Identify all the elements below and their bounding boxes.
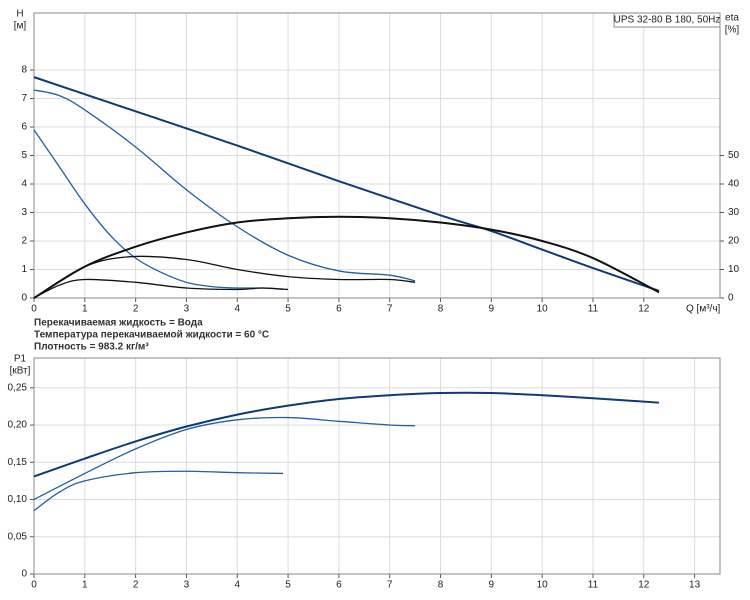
- x-tick-label: 10: [537, 304, 549, 315]
- annotation: Перекачиваемая жидкость = Вода: [34, 318, 203, 329]
- x-tick-label: 9: [489, 580, 495, 591]
- x-tick-label: 4: [234, 580, 240, 591]
- x-tick-label: 10: [537, 580, 549, 591]
- x-tick-label: 0: [31, 304, 37, 315]
- curve: [33, 470, 284, 512]
- curve: [33, 76, 660, 292]
- x-tick-label: 4: [234, 304, 240, 315]
- title-box: [613, 12, 721, 28]
- y2-tick-label: 30: [728, 207, 740, 218]
- y2-tick-label: 20: [728, 236, 740, 247]
- y-tick-label: 3: [21, 207, 27, 218]
- x-tick-label: 6: [336, 304, 342, 315]
- x-tick-label: 0: [31, 580, 37, 591]
- x-tick-label: 3: [184, 304, 190, 315]
- x-tick-label: 7: [387, 580, 393, 591]
- x-tick-label: 1: [82, 304, 88, 315]
- x-tick-label: 12: [638, 580, 650, 591]
- curve: [33, 416, 416, 501]
- y2-axis-unit: [%]: [725, 25, 740, 36]
- x-tick-label: 13: [689, 580, 701, 591]
- x-tick-label: 5: [285, 580, 291, 591]
- y-tick-label: 0,15: [8, 457, 28, 468]
- curve: [33, 129, 284, 291]
- curve: [33, 215, 660, 299]
- y-tick-label: 6: [21, 122, 27, 133]
- x-axis-label: Q [м³/ч]: [686, 304, 721, 315]
- x-tick-label: 12: [638, 304, 650, 315]
- x-tick-label: 8: [438, 304, 444, 315]
- chart-title: UPS 32-80 B 180, 50Hz: [614, 15, 721, 26]
- x-tick-label: 7: [387, 304, 393, 315]
- x-tick-label: 8: [438, 580, 444, 591]
- x-tick-label: 9: [489, 304, 495, 315]
- x-tick-label: 11: [588, 580, 599, 591]
- y2-tick-label: 10: [728, 264, 740, 275]
- x-tick-label: 5: [285, 304, 291, 315]
- x-tick-label: 6: [336, 580, 342, 591]
- x-tick-label: 3: [184, 580, 190, 591]
- annotation: Температура перекачиваемой жидкости = 60…: [34, 330, 269, 341]
- y-axis-label: H: [16, 9, 23, 20]
- x-tick-label: 11: [588, 304, 599, 315]
- y-tick-label: 0,25: [8, 382, 28, 393]
- annotation: Плотность = 983.2 кг/м³: [34, 342, 149, 353]
- y2-axis-label: eta: [725, 13, 739, 24]
- y-axis-unit: [м]: [14, 21, 27, 32]
- y-axis-label: P1: [14, 354, 27, 365]
- y-tick-label: 7: [21, 93, 27, 104]
- x-tick-label: 1: [82, 580, 88, 591]
- plot-border: [33, 12, 721, 299]
- y-tick-label: 0,05: [8, 531, 28, 542]
- y-tick-label: 0: [21, 293, 27, 304]
- y-tick-label: 1: [21, 264, 27, 275]
- curve: [33, 89, 416, 282]
- y2-tick-label: 0: [728, 293, 734, 304]
- y-tick-label: 0,10: [8, 494, 28, 505]
- y-tick-label: 4: [21, 179, 27, 190]
- curve: [33, 391, 660, 478]
- y-tick-label: 5: [21, 150, 27, 161]
- y2-tick-label: 50: [728, 150, 740, 161]
- y-tick-label: 2: [21, 236, 27, 247]
- x-tick-label: 2: [133, 304, 139, 315]
- curve: [33, 278, 289, 299]
- y2-tick-label: 40: [728, 179, 740, 190]
- y-tick-label: 0,20: [8, 420, 28, 431]
- plot-border: [33, 357, 721, 575]
- curve: [33, 255, 416, 299]
- y-axis-unit: [кВт]: [10, 366, 31, 377]
- y-tick-label: 8: [21, 65, 27, 76]
- plot-area: [34, 358, 720, 574]
- x-tick-label: 2: [133, 580, 139, 591]
- y-tick-label: 0: [21, 569, 27, 580]
